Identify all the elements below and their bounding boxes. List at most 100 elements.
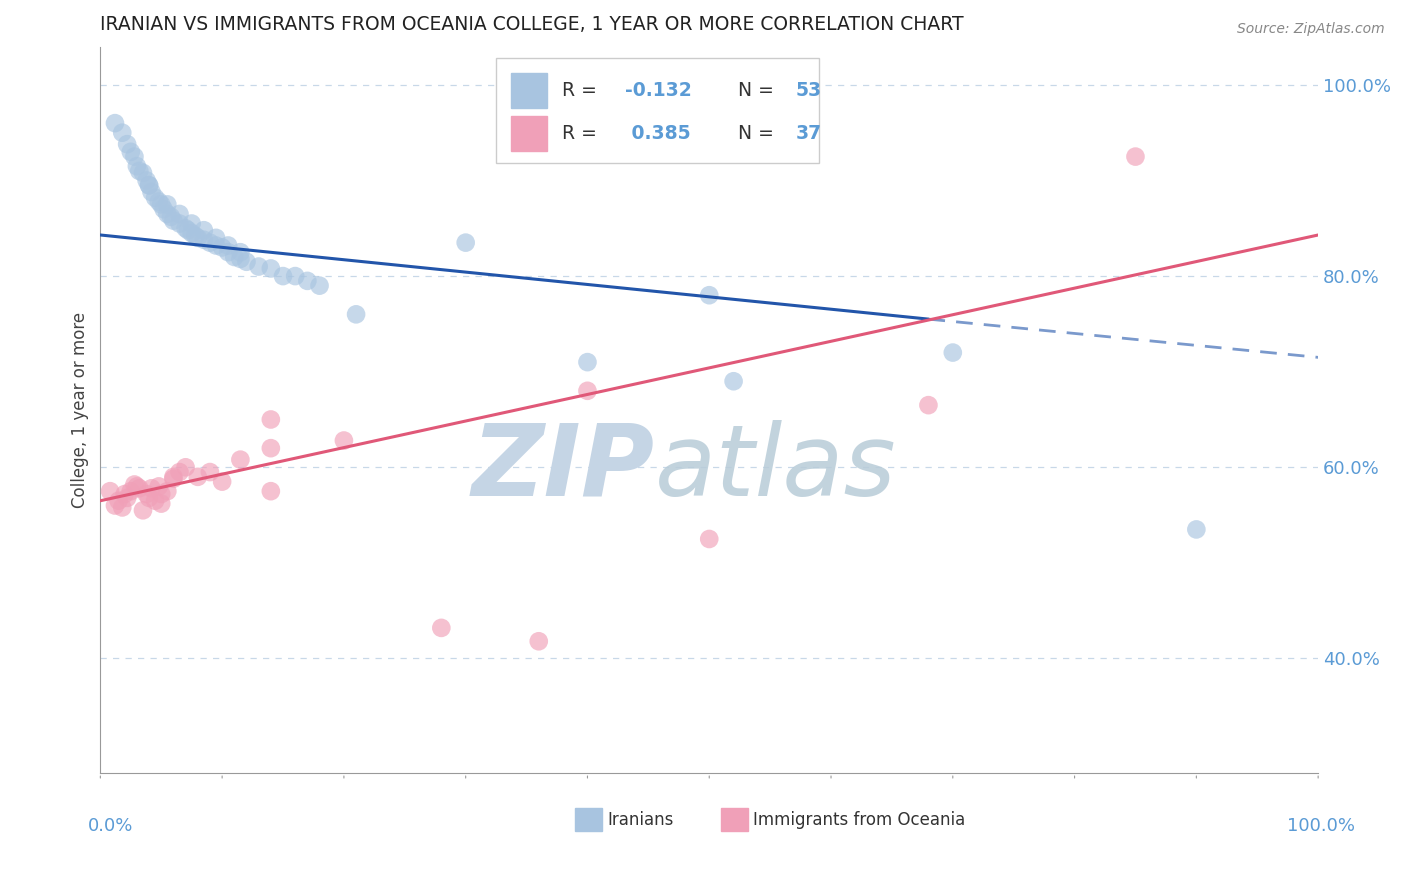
Point [141,481,163,495]
Point [193,223,215,237]
FancyBboxPatch shape [496,58,818,163]
Y-axis label: College, 1 year or more: College, 1 year or more [72,312,89,508]
Point [344,307,367,321]
Point [271,269,294,284]
Point [184,229,207,244]
Bar [510,117,547,152]
Point [115,491,138,505]
Point [138,491,160,505]
Point [217,238,239,252]
Text: 53: 53 [796,81,823,100]
Point [1185,523,1208,537]
Point [156,207,179,221]
Point [128,481,150,495]
Bar [575,808,602,831]
Point [576,384,599,398]
Point [160,210,183,224]
Point [205,238,228,252]
Text: R =: R = [562,81,603,100]
Point [104,499,127,513]
Text: R =: R = [562,124,603,144]
Text: N =: N = [727,81,780,100]
Point [177,223,200,237]
Point [143,493,166,508]
Point [284,269,307,284]
Point [576,355,599,369]
Point [107,493,129,508]
Point [180,217,202,231]
Text: atlas: atlas [654,419,896,516]
Point [156,197,179,211]
Point [132,166,155,180]
Point [135,487,157,501]
Point [187,470,209,484]
Point [193,233,215,247]
Point [235,254,257,268]
Point [125,159,148,173]
Point [174,221,197,235]
Point [174,460,197,475]
Text: ZIP: ZIP [471,419,654,516]
Point [260,441,283,455]
Point [135,173,157,187]
Text: Source: ZipAtlas.com: Source: ZipAtlas.com [1237,22,1385,37]
Point [150,497,173,511]
Bar [510,73,547,108]
Point [162,213,184,227]
Point [454,235,477,250]
Point [205,231,228,245]
Point [224,250,246,264]
Point [132,503,155,517]
Point [162,472,184,486]
Text: 0.0%: 0.0% [89,817,134,835]
Point [198,235,221,250]
Point [104,116,127,130]
Point [150,197,173,211]
Text: 0.385: 0.385 [626,124,690,144]
Point [211,475,233,489]
Point [115,137,138,152]
Point [187,231,209,245]
Point [143,191,166,205]
Point [128,164,150,178]
Bar [721,808,748,831]
Point [162,470,184,484]
Point [229,252,252,266]
Text: N =: N = [727,124,780,144]
Point [527,634,550,648]
Text: Immigrants from Oceania: Immigrants from Oceania [754,811,966,829]
Point [260,412,283,426]
Point [124,477,146,491]
Point [148,194,170,209]
Point [260,261,283,276]
Point [169,207,191,221]
Point [229,452,252,467]
Point [138,178,160,193]
Point [150,487,173,501]
Point [148,479,170,493]
Point [138,178,160,193]
Point [180,226,202,240]
Point [198,465,221,479]
Text: -0.132: -0.132 [626,81,692,100]
Point [125,479,148,493]
Point [111,500,134,515]
Text: 100.0%: 100.0% [1286,817,1354,835]
Point [111,126,134,140]
Point [124,150,146,164]
Point [114,487,136,501]
Point [98,484,121,499]
Point [308,278,330,293]
Point [697,532,720,546]
Point [120,484,142,499]
Point [697,288,720,302]
Point [211,240,233,254]
Point [917,398,939,412]
Point [333,434,356,448]
Text: Iranians: Iranians [607,811,673,829]
Point [247,260,270,274]
Point [1125,150,1147,164]
Point [260,484,283,499]
Point [169,465,191,479]
Point [723,374,745,388]
